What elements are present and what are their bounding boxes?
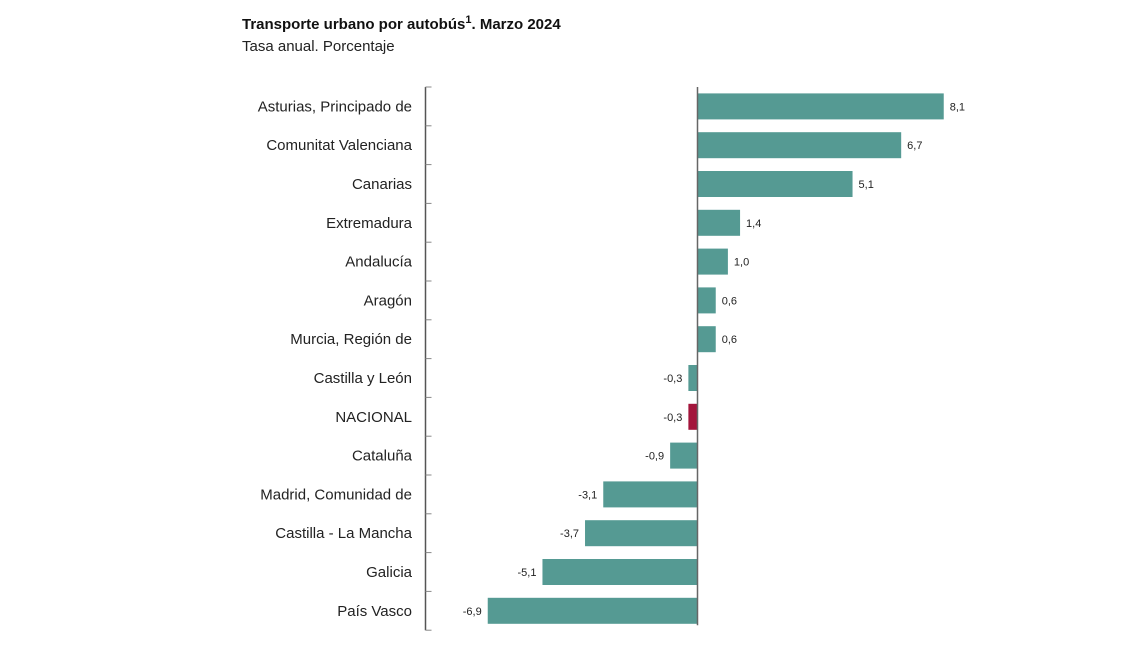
data-label: -0,9 (645, 451, 664, 463)
data-label: -0,3 (663, 412, 682, 424)
data-label: -0,3 (663, 373, 682, 385)
chart-title: Transporte urbano por autobús1. Marzo 20… (242, 14, 561, 33)
data-label: -5,1 (517, 567, 536, 579)
bar (585, 520, 698, 547)
bar (688, 365, 698, 391)
data-label: 1,4 (746, 218, 761, 230)
bar (697, 209, 741, 236)
category-label: Castilla y León (314, 370, 412, 387)
category-label: NACIONAL (335, 409, 412, 426)
category-label: País Vasco (337, 603, 412, 620)
bar (697, 171, 853, 197)
data-label: -6,9 (463, 606, 482, 618)
data-label: -3,1 (578, 489, 597, 501)
category-label: Comunitat Valenciana (266, 137, 412, 154)
data-label: 8,1 (950, 101, 965, 113)
bar (603, 481, 698, 508)
data-label: -3,7 (560, 528, 579, 540)
category-label: Canarias (352, 176, 412, 193)
bar (487, 597, 698, 624)
bar (697, 326, 716, 353)
data-label: 0,6 (722, 295, 737, 307)
data-label: 6,7 (907, 140, 922, 152)
title-suffix: . Marzo 2024 (471, 16, 561, 33)
data-label: 0,6 (722, 334, 737, 346)
chart-subtitle: Tasa anual. Porcentaje (242, 38, 395, 55)
data-label: 1,0 (734, 257, 749, 269)
data-label: 5,1 (859, 179, 874, 191)
title-footnote-mark: 1 (465, 14, 472, 26)
bar (688, 403, 698, 430)
category-label: Andalucía (345, 254, 412, 271)
category-label: Cataluña (352, 448, 413, 465)
category-label: Castilla - La Mancha (275, 525, 412, 542)
category-label: Aragón (364, 292, 412, 309)
bar (697, 248, 728, 275)
category-label: Madrid, Comunidad de (260, 486, 412, 503)
bar (697, 287, 716, 314)
bar (697, 93, 944, 120)
bar (697, 132, 902, 159)
bar (670, 442, 698, 469)
category-label: Extremadura (326, 215, 413, 232)
title-text: Transporte urbano por autobús (242, 16, 466, 33)
bar (542, 559, 698, 585)
category-label: Galicia (366, 564, 413, 581)
category-label: Asturias, Principado de (258, 98, 412, 115)
category-label: Murcia, Región de (290, 331, 412, 348)
